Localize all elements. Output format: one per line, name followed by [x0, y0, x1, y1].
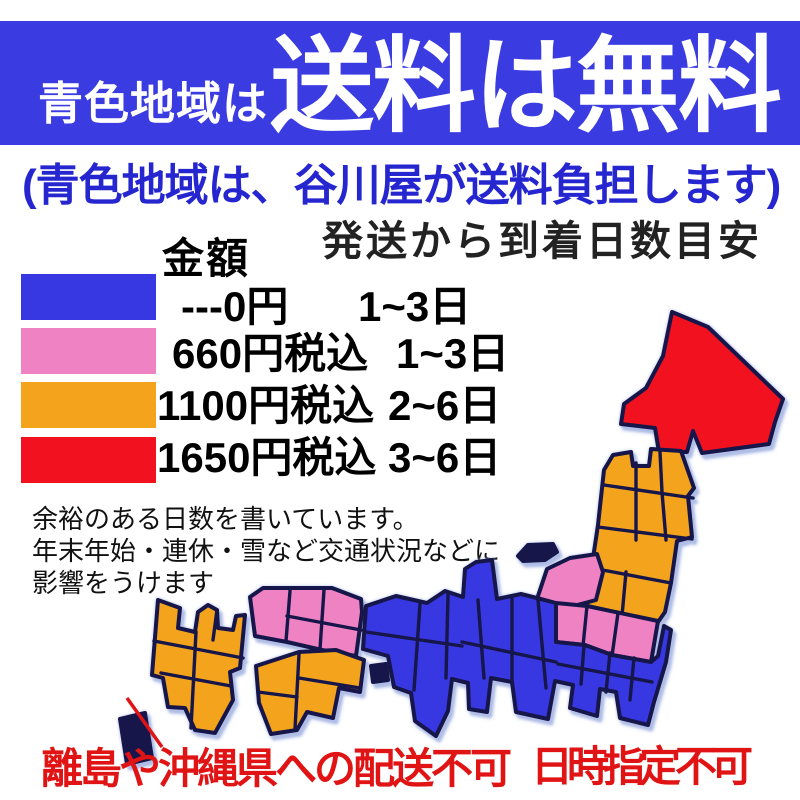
legend-swatch-pink [21, 328, 156, 374]
warning-remote-islands: 離島や沖縄県への配送不可 [41, 745, 512, 792]
note-line-1: 余裕のある日数を書いています。 [32, 504, 419, 534]
banner-prefix: 青色地域は [38, 78, 269, 129]
subtitle: (青色地域は、谷川屋が送料負担します) [22, 161, 781, 210]
legend-swatch-red [21, 437, 156, 483]
warning-datetime: 日時指定不可 [531, 743, 753, 790]
legend-row-pink-days: 1~3日 [396, 330, 510, 377]
banner-title: 送料は無料 [270, 29, 782, 145]
island-sado [516, 542, 559, 563]
free-shipping-banner: 青色地域は 送料は無料 [0, 21, 800, 145]
legend-days-header: 発送から到着日数目安 [322, 218, 762, 264]
legend-row-orange-amount: 1100円税込 [157, 382, 375, 429]
region-hokkaido [619, 310, 785, 455]
legend-swatch-orange [21, 382, 156, 428]
okinawa-leader-line [125, 696, 164, 749]
legend-amount-header: 金額 [162, 235, 251, 282]
legend-row-blue-amount: ---0円 [181, 283, 289, 330]
note-line-3: 影響をうけます [32, 568, 215, 598]
region-kyushu [150, 598, 247, 735]
island-awaji [369, 662, 390, 684]
legend-swatch-blue [21, 274, 156, 320]
note-line-2: 年末年始・連休・雪など交通状況などに [32, 536, 501, 566]
legend-row-orange-days: 2~6日 [388, 382, 502, 429]
legend-row-red-days: 3~6日 [388, 434, 502, 481]
region-fukushima [554, 601, 660, 664]
region-niigata [535, 552, 605, 610]
shipping-note: 余裕のある日数を書いています。 年末年始・連休・雪など交通状況などに 影響をうけ… [32, 503, 500, 599]
legend-row-red-amount: 1650円税込 [157, 434, 377, 481]
region-shikoku [254, 648, 366, 736]
legend-row-pink-amount: 660円税込 [172, 330, 369, 377]
region-tohoku [585, 447, 696, 624]
legend-row-blue-days: 1~3日 [358, 283, 472, 330]
